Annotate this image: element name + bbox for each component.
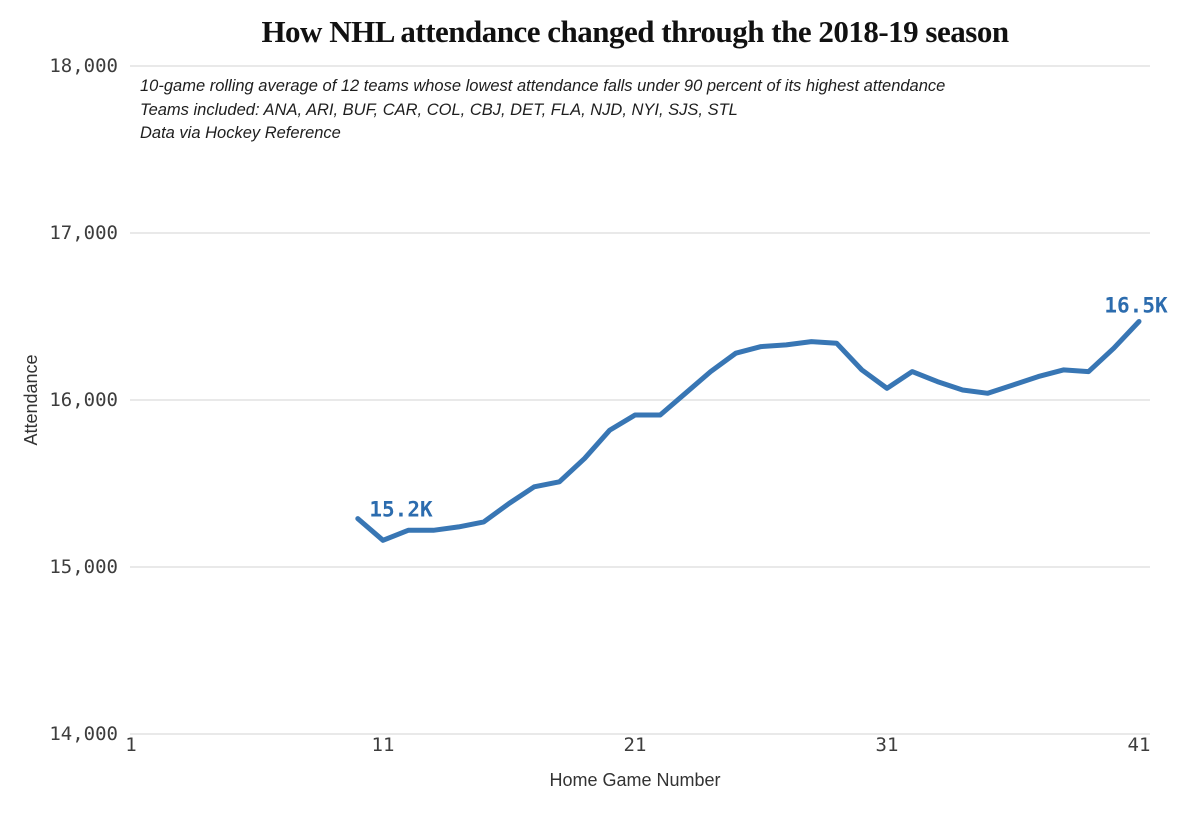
axis-titles: Attendance Home Game Number: [21, 354, 721, 790]
gridlines: [130, 65, 1150, 735]
y-axis-title: Attendance: [21, 354, 41, 445]
y-tick-label: 17,000: [49, 222, 118, 244]
chart-title: How NHL attendance changed through the 2…: [261, 14, 1009, 49]
subtitle-line-teams-included: Teams included: ANA, ARI, BUF, CAR, COL,…: [140, 100, 738, 119]
point-value-label: 15.2K: [369, 497, 433, 521]
x-tick-label: 41: [1128, 734, 1151, 756]
y-axis-tick-labels: 14,000 15,000 16,000 17,000 18,000: [49, 55, 118, 745]
y-tick-label: 16,000: [49, 389, 118, 411]
x-tick-label: 31: [876, 734, 899, 756]
y-tick-label: 14,000: [49, 723, 118, 745]
chart-subtitle: 10-game rolling average of 12 teams whos…: [140, 75, 945, 146]
subtitle-line-rolling-average: 10-game rolling average of 12 teams whos…: [140, 77, 946, 95]
x-tick-label: 1: [125, 734, 136, 756]
subtitle-line-data-source: Data via Hockey Reference: [140, 124, 341, 142]
x-tick-label: 21: [624, 734, 647, 756]
point-value-label: 16.5K: [1104, 294, 1168, 318]
x-axis-tick-labels: 1 11 21 31 41: [125, 734, 1150, 756]
y-tick-label: 15,000: [49, 556, 118, 578]
value-annotations: 15.2K 16.5K: [369, 294, 1168, 522]
x-axis-title: Home Game Number: [549, 770, 720, 790]
attendance-rolling-average-line: [355, 319, 1142, 543]
y-tick-label: 18,000: [49, 55, 118, 77]
x-tick-label: 11: [372, 734, 395, 756]
data-series: [355, 319, 1142, 543]
